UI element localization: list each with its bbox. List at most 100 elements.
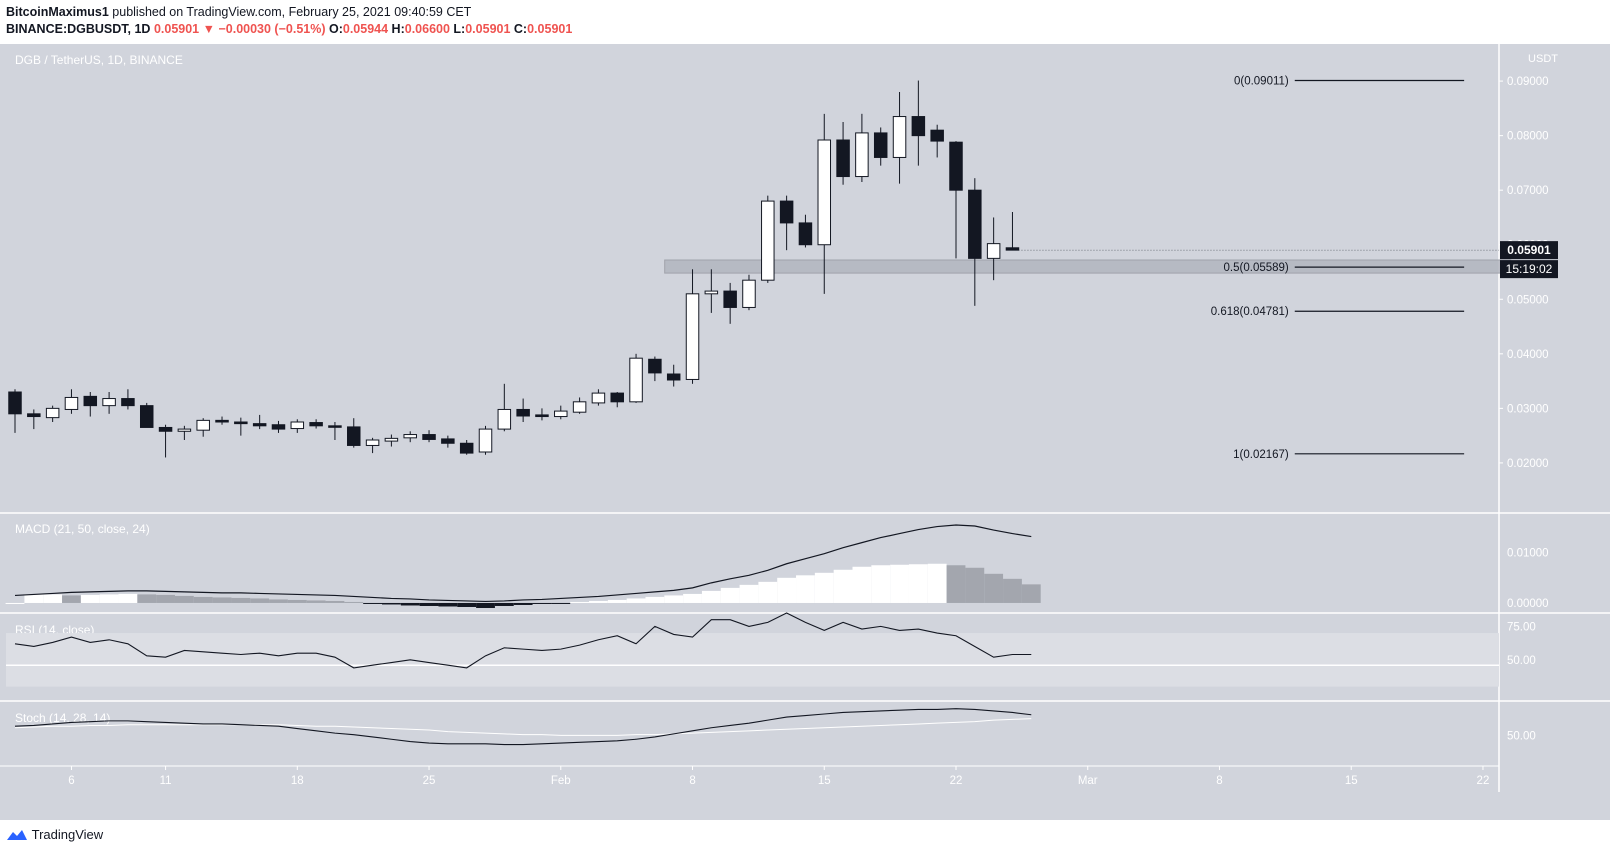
candle-body bbox=[873, 132, 888, 158]
candle-body bbox=[666, 373, 681, 381]
macd-histogram-bar bbox=[43, 594, 63, 603]
tradingview-logo-icon bbox=[7, 829, 27, 840]
macd-histogram-bar bbox=[532, 602, 552, 604]
footer-brand[interactable]: TradingView bbox=[6, 826, 103, 842]
open-value: 0.05944 bbox=[342, 22, 389, 36]
x-tick-label: 22 bbox=[950, 775, 963, 787]
y-tick-label: 0.05000 bbox=[1507, 294, 1549, 306]
macd-tick-label: 0.00000 bbox=[1507, 598, 1549, 610]
candle-body bbox=[817, 139, 832, 246]
candle-body bbox=[497, 408, 512, 430]
low-value: 0.05901 bbox=[465, 22, 511, 36]
macd-histogram-bar bbox=[62, 595, 81, 603]
candle-body bbox=[234, 421, 248, 425]
macd-histogram-bar bbox=[1021, 584, 1041, 603]
macd-histogram-bar bbox=[758, 581, 778, 603]
candle-body bbox=[723, 290, 737, 308]
chart-title: DGB / TetherUS, 1D, BINANCE bbox=[15, 53, 183, 67]
last-price: 0.05901 bbox=[153, 22, 200, 36]
candle-body bbox=[968, 189, 982, 259]
price-change: −0.00030 (−0.51%) bbox=[218, 22, 326, 36]
chart-canvas[interactable]: DGB / TetherUS, 1D, BINANCE USDT MACD (2… bbox=[0, 44, 1610, 820]
candle-body bbox=[554, 410, 568, 418]
candle-body bbox=[215, 419, 229, 423]
candle-body bbox=[252, 423, 267, 427]
macd-title: MACD (21, 50, close, 24) bbox=[15, 522, 150, 536]
macd-histogram-bar bbox=[99, 594, 119, 603]
candle-body bbox=[83, 395, 98, 407]
candle-body bbox=[478, 428, 493, 453]
fib-level-label: 1(0.02167) bbox=[1233, 449, 1289, 461]
macd-histogram-bar bbox=[833, 569, 853, 603]
rsi-tick-label: 75.00 bbox=[1507, 621, 1536, 633]
chart-marks: 0.020000.030000.040000.050000.060000.070… bbox=[0, 44, 1610, 792]
macd-histogram-bar bbox=[890, 564, 909, 603]
candle-body bbox=[64, 396, 79, 410]
stoch-tick-label: 50.00 bbox=[1507, 730, 1536, 742]
candle-body bbox=[459, 442, 474, 454]
macd-histogram-bar bbox=[871, 565, 891, 603]
macd-histogram-bar bbox=[626, 598, 646, 603]
macd-histogram-bar bbox=[1003, 578, 1022, 603]
candle-body bbox=[761, 200, 775, 281]
fib-level-label: 0.5(0.05589) bbox=[1224, 262, 1289, 274]
y-tick-label: 0.04000 bbox=[1507, 349, 1549, 361]
x-tick-label: 25 bbox=[423, 775, 436, 787]
macd-histogram-bar bbox=[589, 600, 608, 603]
countdown-text: 15:19:02 bbox=[1506, 262, 1553, 276]
macd-histogram-bar bbox=[306, 600, 326, 603]
macd-histogram-bar bbox=[325, 600, 345, 603]
macd-histogram-bar bbox=[193, 596, 213, 603]
price-label-box bbox=[1500, 241, 1558, 260]
candle-body bbox=[121, 398, 135, 407]
macd-histogram-bar bbox=[683, 593, 702, 603]
x-tick-label: Feb bbox=[551, 775, 571, 787]
macd-histogram-bar bbox=[457, 602, 477, 607]
y-tick-label: 0.08000 bbox=[1507, 131, 1549, 143]
candle-body bbox=[347, 426, 361, 446]
fib-level-label: 0.618(0.04781) bbox=[1211, 306, 1289, 318]
macd-histogram-bar bbox=[250, 598, 270, 603]
x-tick-label: 8 bbox=[689, 775, 695, 787]
rsi-tick-label: 50.00 bbox=[1507, 655, 1536, 667]
macd-histogram-bar bbox=[908, 564, 928, 603]
x-tick-label: 22 bbox=[1477, 775, 1490, 787]
macd-histogram-bar bbox=[212, 597, 232, 603]
macd-histogram-bar bbox=[382, 602, 401, 605]
x-tick-label: 15 bbox=[818, 775, 831, 787]
x-tick-label: 15 bbox=[1345, 775, 1358, 787]
candle-body bbox=[648, 358, 662, 374]
candle-body bbox=[8, 391, 22, 415]
candle-body bbox=[196, 419, 210, 431]
price-label-text: 0.05901 bbox=[1507, 243, 1551, 257]
rsi-band bbox=[6, 633, 1499, 687]
candle-body bbox=[986, 243, 1001, 259]
countdown-box bbox=[1500, 260, 1558, 279]
candle-body bbox=[403, 434, 417, 439]
chart-background bbox=[0, 44, 1610, 820]
macd-line bbox=[14, 524, 1032, 603]
macd-histogram-bar bbox=[927, 563, 947, 603]
candle-body bbox=[422, 434, 436, 440]
macd-histogram-bar bbox=[984, 573, 1004, 603]
candle-body bbox=[949, 141, 963, 191]
macd-histogram-bar bbox=[720, 587, 740, 603]
close-value: 0.05901 bbox=[527, 22, 573, 36]
chart-header: BitcoinMaximus1 published on TradingView… bbox=[0, 0, 1610, 44]
y-tick-label: 0.02000 bbox=[1507, 458, 1549, 470]
macd-histogram-bar bbox=[946, 565, 966, 603]
macd-histogram-bar bbox=[231, 597, 251, 603]
macd-histogram-bar bbox=[852, 566, 872, 603]
macd-histogram-bar bbox=[796, 575, 815, 603]
y-tick-label: 0.09000 bbox=[1507, 76, 1549, 88]
high-value: 0.06600 bbox=[404, 22, 450, 36]
macd-histogram-bar bbox=[118, 593, 138, 603]
candle-body bbox=[441, 438, 455, 444]
publisher-name[interactable]: BitcoinMaximus1 bbox=[6, 5, 109, 19]
candle-body bbox=[836, 139, 850, 178]
stoch-k-line bbox=[14, 708, 1032, 746]
candle-body bbox=[572, 401, 587, 413]
macd-histogram-bar bbox=[24, 594, 44, 603]
candle-body bbox=[158, 426, 173, 432]
macd-histogram-bar bbox=[814, 572, 834, 603]
